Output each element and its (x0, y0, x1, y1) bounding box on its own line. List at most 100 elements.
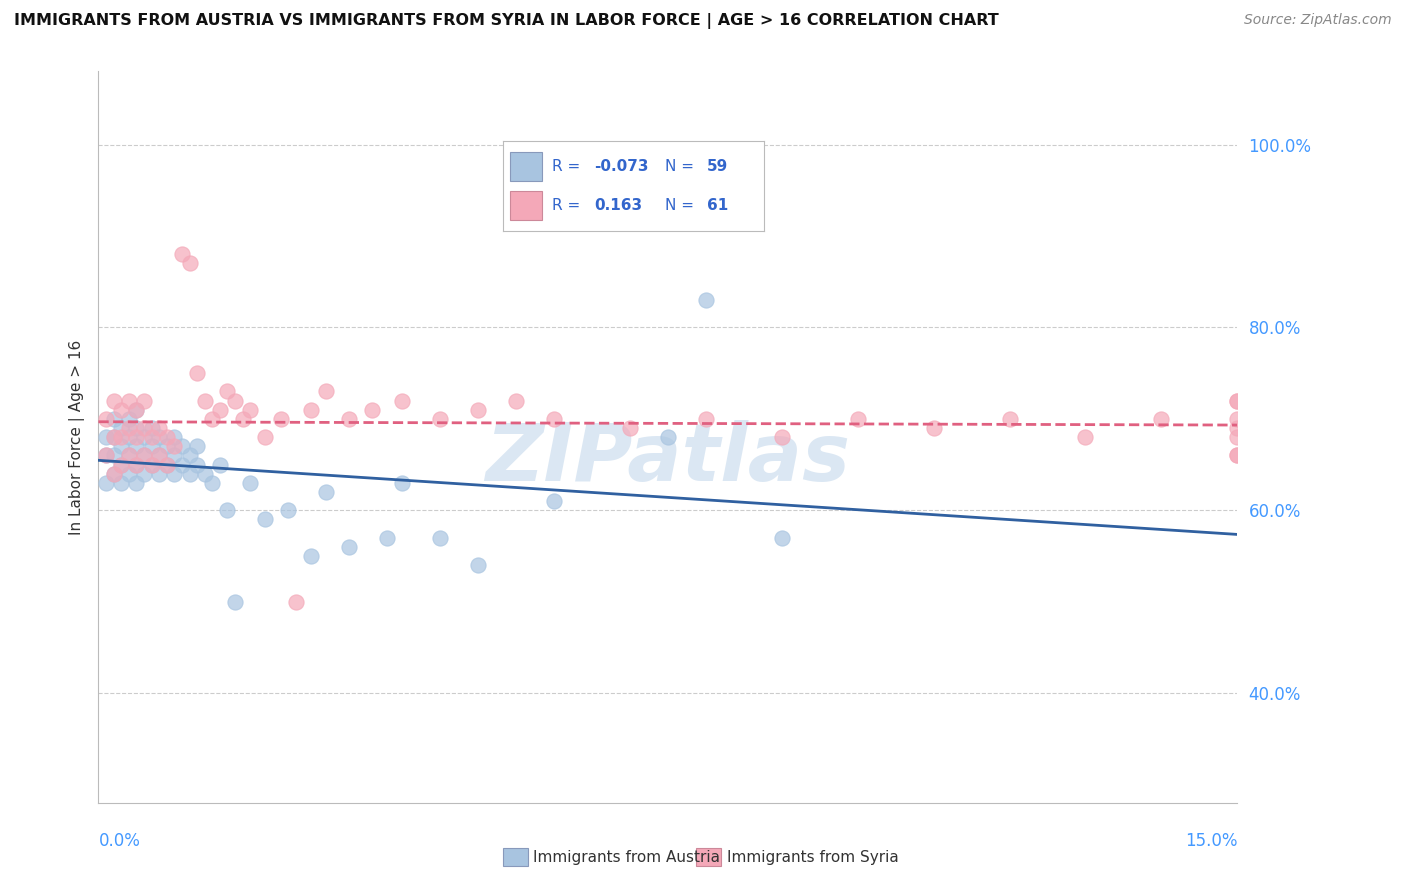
Point (156, 439, 179, 453)
Point (232, 412, 254, 426)
Point (132, 448, 155, 462)
Point (118, 421, 141, 435)
Point (103, 430, 125, 444)
Point (224, 594, 246, 608)
Point (208, 402, 231, 417)
Text: Immigrants from Austria: Immigrants from Austria (533, 850, 720, 865)
Point (118, 448, 141, 462)
Point (1226, 421, 1249, 435)
Point (1226, 412, 1249, 426)
Point (141, 458, 163, 472)
Text: 15.0%: 15.0% (1185, 832, 1237, 850)
Text: -0.073: -0.073 (595, 159, 648, 174)
Point (391, 475, 413, 490)
Point (132, 393, 155, 408)
Point (148, 448, 170, 462)
Point (148, 448, 170, 462)
Point (254, 512, 277, 526)
Point (186, 439, 208, 453)
Point (179, 256, 201, 270)
Point (277, 503, 299, 517)
Point (110, 458, 132, 472)
Point (103, 430, 125, 444)
Text: IMMIGRANTS FROM AUSTRIA VS IMMIGRANTS FROM SYRIA IN LABOR FORCE | AGE > 16 CORRE: IMMIGRANTS FROM AUSTRIA VS IMMIGRANTS FR… (14, 13, 998, 29)
Point (360, 402, 382, 417)
Point (94, 448, 117, 462)
Point (208, 458, 231, 472)
Point (201, 412, 224, 426)
Point (194, 393, 217, 408)
Point (110, 458, 132, 472)
Point (163, 439, 186, 453)
Point (148, 467, 170, 481)
Point (103, 467, 125, 481)
Point (125, 458, 148, 472)
Point (186, 366, 208, 380)
Point (391, 393, 413, 408)
Point (186, 458, 208, 472)
Point (543, 412, 565, 426)
Point (125, 430, 148, 444)
Point (125, 458, 148, 472)
Point (1074, 430, 1097, 444)
Point (1226, 448, 1249, 462)
Point (103, 412, 125, 426)
Point (695, 293, 717, 307)
Point (103, 467, 125, 481)
Point (770, 430, 793, 444)
Point (103, 393, 125, 408)
Point (217, 503, 239, 517)
Point (770, 531, 793, 545)
Point (998, 412, 1021, 426)
Point (543, 494, 565, 508)
Point (922, 421, 945, 435)
Point (118, 393, 141, 408)
Point (315, 485, 337, 500)
Point (94, 430, 117, 444)
Point (1226, 393, 1249, 408)
Point (156, 430, 179, 444)
Point (118, 430, 141, 444)
Point (118, 448, 141, 462)
Text: 0.163: 0.163 (595, 198, 643, 213)
Point (125, 402, 148, 417)
Point (217, 384, 239, 399)
Point (94, 448, 117, 462)
Point (467, 402, 489, 417)
Point (695, 412, 717, 426)
Point (224, 393, 246, 408)
Point (429, 531, 451, 545)
Point (1226, 393, 1249, 408)
Point (110, 421, 132, 435)
Point (163, 448, 186, 462)
Point (141, 421, 163, 435)
Point (467, 558, 489, 573)
Point (315, 384, 337, 399)
Point (375, 531, 398, 545)
Point (239, 402, 262, 417)
Point (141, 458, 163, 472)
Point (156, 458, 179, 472)
Point (125, 475, 148, 490)
Point (103, 448, 125, 462)
Point (170, 247, 193, 261)
Point (337, 540, 360, 554)
Point (337, 412, 360, 426)
Point (141, 430, 163, 444)
Point (505, 393, 527, 408)
Point (110, 475, 132, 490)
Point (132, 430, 155, 444)
Point (846, 412, 869, 426)
Point (141, 439, 163, 453)
Point (125, 402, 148, 417)
Point (254, 430, 277, 444)
Point (163, 430, 186, 444)
Point (125, 439, 148, 453)
Text: 59: 59 (707, 159, 728, 174)
Point (110, 439, 132, 453)
Point (299, 549, 322, 563)
Text: Immigrants from Syria: Immigrants from Syria (727, 850, 898, 865)
Text: Source: ZipAtlas.com: Source: ZipAtlas.com (1244, 13, 1392, 28)
Point (170, 458, 193, 472)
Point (270, 412, 292, 426)
